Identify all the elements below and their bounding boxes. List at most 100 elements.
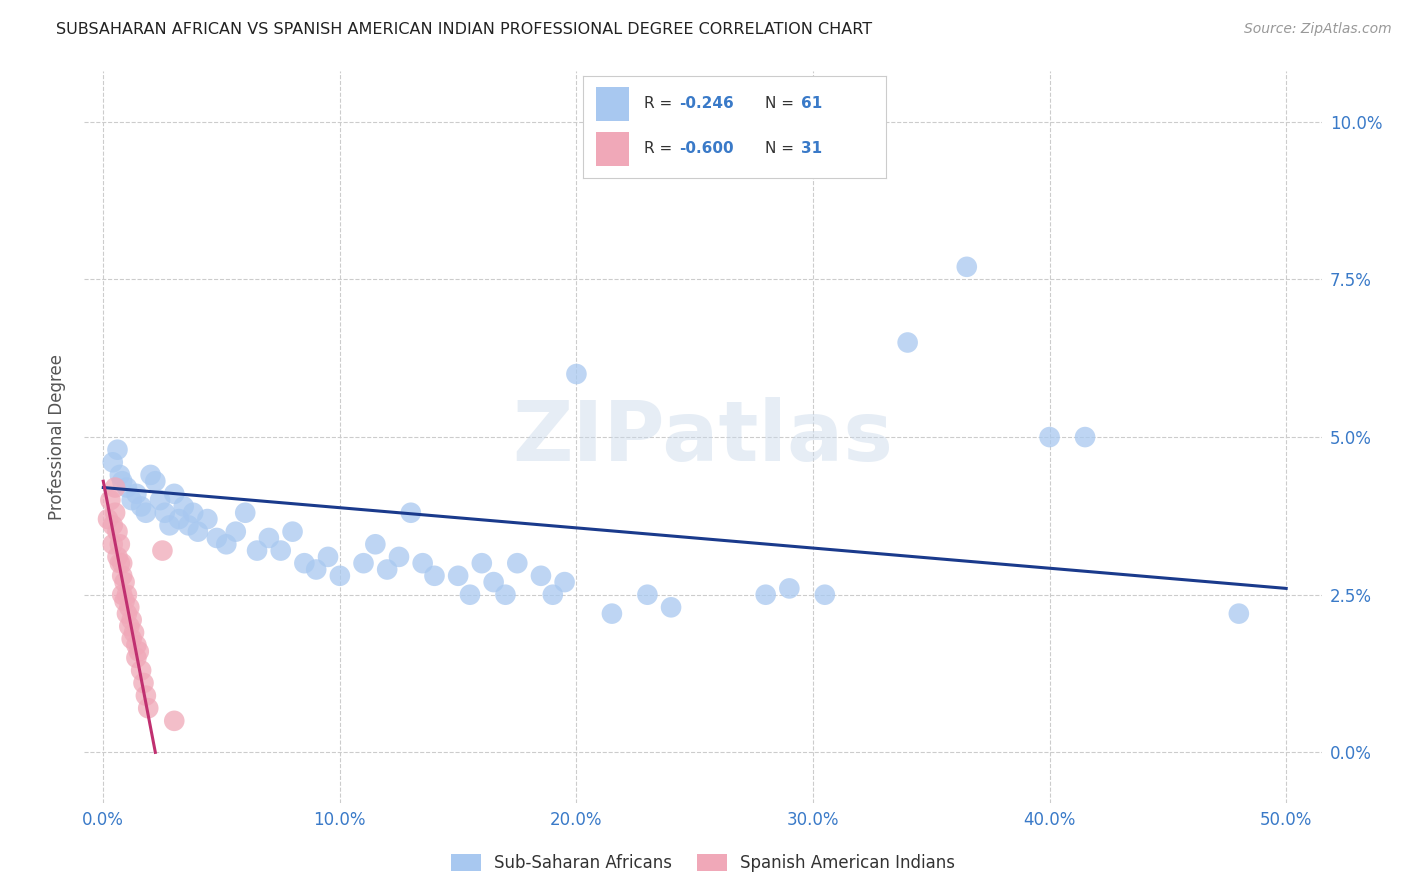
Point [135,506,157,520]
Point [97,512,120,526]
Point [136,701,159,715]
Bar [596,132,628,166]
Text: -0.600: -0.600 [679,141,734,156]
Text: R =: R = [644,96,678,111]
Point [215,537,238,551]
Point [447,569,470,583]
Point [149,493,172,508]
Point [471,556,494,570]
Point [329,569,352,583]
Text: N =: N = [765,141,799,156]
Point [152,543,174,558]
Point [121,632,143,646]
Bar [596,87,628,121]
Point [305,562,328,576]
Point [281,524,304,539]
Point [108,537,131,551]
Point [108,467,131,482]
Point [108,556,131,570]
Point [173,500,195,514]
Point [778,582,800,596]
Point [541,588,564,602]
Point [163,487,186,501]
Point [412,556,434,570]
Point [101,518,124,533]
Text: Source: ZipAtlas.com: Source: ZipAtlas.com [1244,22,1392,37]
Point [107,549,129,564]
Point [139,467,162,482]
Point [399,506,422,520]
Point [600,607,623,621]
Point [111,588,134,602]
Point [167,512,190,526]
Text: -0.246: -0.246 [679,96,734,111]
Point [1227,607,1250,621]
Point [100,493,122,508]
Point [495,588,517,602]
Point [159,518,181,533]
Point [101,537,124,551]
Point [115,481,138,495]
Point [292,556,315,570]
Point [115,588,138,602]
Point [118,600,141,615]
Point [129,664,152,678]
Point [814,588,837,602]
Point [388,549,411,564]
Point [163,714,186,728]
Point [636,588,658,602]
Point [135,689,157,703]
Point [122,625,145,640]
Point [423,569,446,583]
Point [132,676,155,690]
Point [104,506,127,520]
Point [128,644,150,658]
Point [956,260,979,274]
Point [125,638,148,652]
Point [554,575,576,590]
Point [353,556,375,570]
Point [153,506,176,520]
Point [101,455,124,469]
Point [181,506,204,520]
Point [111,556,134,570]
Text: 31: 31 [801,141,823,156]
Text: N =: N = [765,96,799,111]
Point [659,600,682,615]
Point [364,537,387,551]
Point [530,569,553,583]
Text: SUBSAHARAN AFRICAN VS SPANISH AMERICAN INDIAN PROFESSIONAL DEGREE CORRELATION CH: SUBSAHARAN AFRICAN VS SPANISH AMERICAN I… [56,22,872,37]
Point [114,575,136,590]
Point [125,650,148,665]
Point [121,493,143,508]
Point [177,518,200,533]
Point [121,613,143,627]
Point [118,619,141,633]
Point [129,500,152,514]
Point [270,543,292,558]
Point [755,588,778,602]
Point [195,512,218,526]
Point [111,474,134,488]
Point [897,335,920,350]
Text: ZIPatlas: ZIPatlas [513,397,893,477]
Point [458,588,481,602]
Point [375,562,398,576]
Legend: Sub-Saharan Africans, Spanish American Indians: Sub-Saharan Africans, Spanish American I… [444,847,962,879]
Point [565,367,588,381]
Point [107,442,129,457]
Point [225,524,247,539]
Text: 61: 61 [801,96,823,111]
Point [115,607,138,621]
Point [125,487,148,501]
Point [143,474,166,488]
Point [111,569,134,583]
Point [1039,430,1062,444]
Point [233,506,256,520]
Point [104,481,127,495]
Point [187,524,209,539]
Point [205,531,228,545]
Point [107,524,129,539]
Point [506,556,529,570]
Point [316,549,339,564]
